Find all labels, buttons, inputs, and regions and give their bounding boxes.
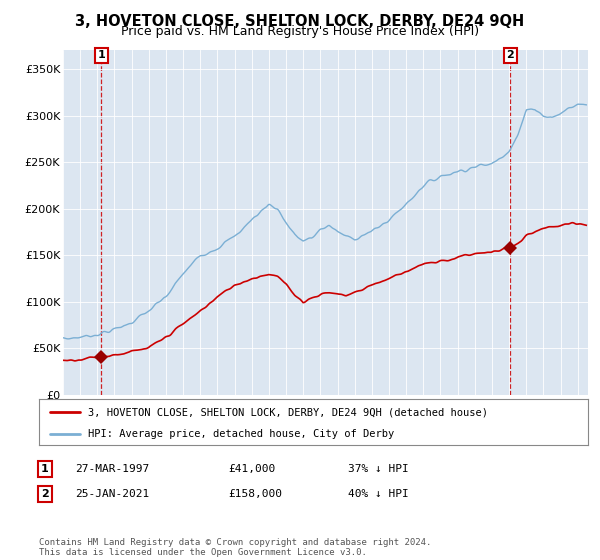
Text: 3, HOVETON CLOSE, SHELTON LOCK, DERBY, DE24 9QH: 3, HOVETON CLOSE, SHELTON LOCK, DERBY, D… — [76, 14, 524, 29]
Text: 3, HOVETON CLOSE, SHELTON LOCK, DERBY, DE24 9QH (detached house): 3, HOVETON CLOSE, SHELTON LOCK, DERBY, D… — [88, 407, 488, 417]
Text: 1: 1 — [41, 464, 49, 474]
Text: Price paid vs. HM Land Registry's House Price Index (HPI): Price paid vs. HM Land Registry's House … — [121, 25, 479, 38]
Text: 25-JAN-2021: 25-JAN-2021 — [75, 489, 149, 499]
Text: 2: 2 — [41, 489, 49, 499]
Text: Contains HM Land Registry data © Crown copyright and database right 2024.
This d: Contains HM Land Registry data © Crown c… — [39, 538, 431, 557]
Text: 1: 1 — [97, 50, 105, 60]
Text: HPI: Average price, detached house, City of Derby: HPI: Average price, detached house, City… — [88, 429, 395, 438]
Text: £41,000: £41,000 — [228, 464, 275, 474]
Text: £158,000: £158,000 — [228, 489, 282, 499]
Text: 37% ↓ HPI: 37% ↓ HPI — [348, 464, 409, 474]
Text: 2: 2 — [506, 50, 514, 60]
Text: 40% ↓ HPI: 40% ↓ HPI — [348, 489, 409, 499]
Text: 27-MAR-1997: 27-MAR-1997 — [75, 464, 149, 474]
